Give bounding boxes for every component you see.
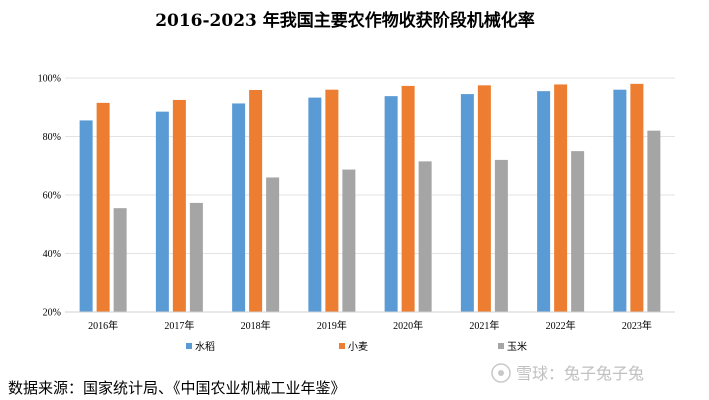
y-tick-label: 40%	[43, 249, 61, 260]
bar	[172, 99, 186, 312]
x-axis-tick-labels: 2016年 2017年 2018年 2019年 2020年 2021年 2022年 2023年	[88, 319, 652, 332]
legend-swatch	[339, 343, 345, 349]
x-tick-label: 2021年	[469, 319, 499, 332]
bar	[571, 151, 585, 312]
bar	[613, 89, 627, 312]
bar	[266, 177, 280, 312]
chart-title: 2016-2023 年我国主要农作物收获阶段机械化率	[155, 10, 535, 31]
bar	[647, 130, 661, 312]
bar	[325, 89, 339, 312]
bar	[554, 84, 568, 312]
legend: 水稻 小麦 玉米	[186, 340, 527, 353]
legend-label: 水稻	[195, 341, 215, 353]
bar	[96, 102, 110, 312]
legend-swatch	[186, 343, 192, 349]
bar	[401, 85, 415, 313]
legend-label: 玉米	[507, 340, 527, 353]
y-tick-label: 60%	[43, 191, 61, 202]
bar	[189, 202, 203, 312]
x-tick-label: 2018年	[241, 319, 271, 332]
y-tick-label: 100%	[38, 74, 61, 85]
bars	[79, 83, 661, 313]
bar	[342, 169, 356, 312]
bar	[232, 103, 246, 312]
bar	[460, 94, 474, 313]
x-tick-label: 2019年	[317, 319, 347, 332]
y-tick-label: 20%	[43, 308, 61, 319]
bar	[113, 208, 127, 312]
bar	[249, 89, 263, 313]
bar	[477, 85, 491, 312]
bar	[418, 161, 432, 312]
watermark-logo-icon-dot	[498, 370, 504, 376]
watermark-logo-icon	[491, 363, 511, 383]
legend-label: 小麦	[348, 341, 368, 353]
x-tick-label: 2017年	[164, 319, 194, 332]
x-tick-label: 2016年	[88, 319, 118, 332]
x-tick-label: 2023年	[622, 319, 652, 332]
bar	[630, 83, 644, 312]
y-tick-label: 80%	[43, 132, 61, 143]
watermark-text: 雪球：兔子兔子兔	[516, 364, 644, 383]
bar	[308, 97, 322, 312]
bar	[537, 91, 551, 312]
bar	[494, 159, 508, 312]
source-note: 数据来源：国家统计局、《中国农业机械工业年鉴》	[8, 379, 346, 397]
legend-swatch	[498, 343, 504, 349]
x-tick-label: 2020年	[393, 319, 423, 332]
y-axis-tick-labels: 20% 40% 60% 80% 100%	[38, 74, 61, 319]
watermark: 雪球：兔子兔子兔	[491, 363, 644, 383]
bar	[79, 120, 93, 312]
bar	[155, 111, 169, 312]
bar	[384, 96, 398, 312]
x-tick-label: 2022年	[546, 319, 576, 332]
